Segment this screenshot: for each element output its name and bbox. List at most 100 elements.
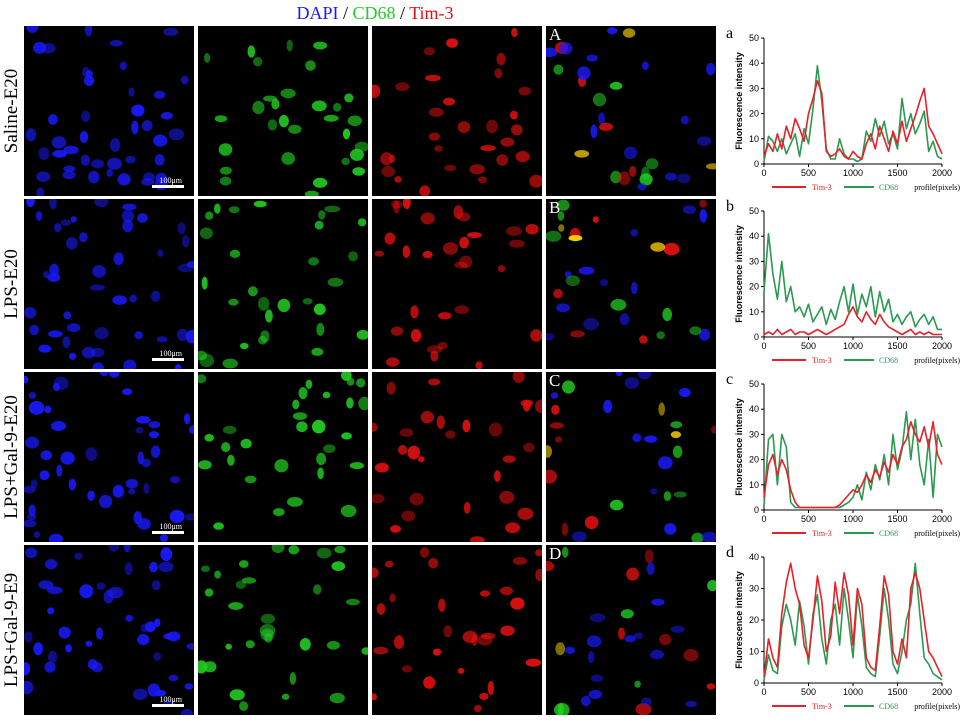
y-axis-label: Fluorescence intensity <box>734 225 744 323</box>
y-tick-label: 20 <box>749 455 759 465</box>
series-line-tim3 <box>763 306 942 336</box>
x-tick-label: 0 <box>761 168 766 178</box>
x-tick-label: 0 <box>761 687 766 697</box>
y-tick-label: 10 <box>749 134 759 144</box>
micrograph-cd68 <box>198 199 368 369</box>
row-label-text: LPS+Gal-9-E9 <box>1 572 22 688</box>
micrograph-tim3 <box>372 372 542 542</box>
y-tick-label: 40 <box>749 552 759 562</box>
legend-label-tim3: Tim-3 <box>812 529 832 538</box>
micrograph-merge: D <box>546 545 716 715</box>
scale-bar <box>152 531 184 534</box>
legend-label-cd68: CD68 <box>879 183 898 192</box>
scale-bar <box>152 185 184 188</box>
x-tick-label: 1000 <box>843 341 863 351</box>
panel-letter: B <box>549 199 561 217</box>
intensity-profile-chart: a 0 10 20 30 40 50 0 500 1000 1500 2000 Fluorescence… <box>724 24 964 196</box>
micrograph-cd68 <box>198 545 368 715</box>
subfigure-letter: d <box>726 544 734 561</box>
y-tick-label: 40 <box>749 404 759 414</box>
y-tick-label: 40 <box>749 58 759 68</box>
separator: / <box>338 3 353 23</box>
x-tick-label: 1500 <box>887 687 907 697</box>
series-line-tim3 <box>763 420 943 509</box>
row-label-text: LPS-E20 <box>1 249 22 319</box>
y-tick-label: 20 <box>749 282 759 292</box>
micrograph-dapi: 100μm <box>24 26 194 196</box>
intensity-profile-chart: b 0 10 20 30 40 50 0 500 1000 1500 2000 Fluorescence… <box>724 197 964 369</box>
tim3-label: Tim-3 <box>409 3 454 23</box>
series-line-cd68 <box>763 562 943 681</box>
y-tick-label: 50 <box>749 379 759 389</box>
panel-letter: A <box>549 26 562 44</box>
y-tick-label: 0 <box>754 678 759 688</box>
y-tick-label: 10 <box>749 307 759 317</box>
x-tick-label: 1000 <box>843 687 863 697</box>
micrograph-tim3 <box>372 545 542 715</box>
scale-bar <box>152 358 184 361</box>
micrograph-cd68 <box>198 372 368 542</box>
y-tick-label: 0 <box>754 505 759 515</box>
x-tick-label: 0 <box>761 341 766 351</box>
series-line-cd68 <box>763 410 943 509</box>
micrograph-merge: B <box>546 199 716 369</box>
y-tick-label: 10 <box>749 647 759 657</box>
scale-bar <box>152 704 184 707</box>
intensity-profile-chart: d 0 10 20 30 40 0 500 1000 1500 2000 Fluorescence i… <box>724 543 964 715</box>
y-tick-label: 10 <box>749 480 759 490</box>
x-tick-label: 500 <box>801 687 816 697</box>
scale-bar-label: 100μm <box>159 522 182 531</box>
legend-label-cd68: CD68 <box>879 702 898 711</box>
row-label: LPS+Gal-9-E20 <box>0 372 24 542</box>
x-tick-label: 2000 <box>932 168 952 178</box>
series-line-cd68 <box>763 232 942 331</box>
micrograph-merge: A <box>546 26 716 196</box>
legend-label-cd68: CD68 <box>879 529 898 538</box>
y-axis-label: Fluorescence intensity <box>734 571 744 669</box>
series-line-cd68 <box>763 64 943 163</box>
row-label-text: LPS+Gal-9-E20 <box>1 395 22 519</box>
channel-legend: DAPI / CD68 / Tim-3 <box>0 0 720 26</box>
legend-label-tim3: Tim-3 <box>812 183 832 192</box>
series-line-tim3 <box>763 562 943 678</box>
micrograph-tim3 <box>372 26 542 196</box>
x-axis-label: profile(pixels) <box>914 183 960 192</box>
x-tick-label: 2000 <box>932 341 952 351</box>
x-tick-label: 2000 <box>932 687 952 697</box>
cd68-label: CD68 <box>352 3 396 23</box>
x-tick-label: 1000 <box>843 168 863 178</box>
chart-svg: d 0 10 20 30 40 0 500 1000 1500 2000 Fluorescence i… <box>726 544 960 711</box>
y-tick-label: 40 <box>749 231 759 241</box>
row-label: LPS+Gal-9-E9 <box>0 545 24 715</box>
subfigure-letter: b <box>726 198 734 215</box>
y-tick-label: 0 <box>754 159 759 169</box>
scale-bar-label: 100μm <box>159 176 182 185</box>
y-tick-label: 30 <box>749 584 759 594</box>
micrograph-cd68 <box>198 26 368 196</box>
y-tick-label: 20 <box>749 615 759 625</box>
y-tick-label: 0 <box>754 332 759 342</box>
x-tick-label: 1000 <box>843 514 863 524</box>
y-axis-label: Fluorescence intensity <box>734 398 744 496</box>
row-label: LPS-E20 <box>0 199 24 369</box>
panel-letter: C <box>549 372 561 390</box>
scale-bar-label: 100μm <box>159 349 182 358</box>
x-axis-label: profile(pixels) <box>914 529 960 538</box>
y-tick-label: 20 <box>749 109 759 119</box>
micrograph-merge: C <box>546 372 716 542</box>
y-tick-label: 30 <box>749 83 759 93</box>
x-tick-label: 2000 <box>932 514 952 524</box>
dapi-label: DAPI <box>296 3 339 23</box>
row-label-text: Saline-E20 <box>1 68 22 154</box>
subfigure-letter: c <box>726 371 733 388</box>
intensity-profile-chart: c 0 10 20 30 40 50 0 500 1000 1500 2000 Fluorescence… <box>724 370 964 542</box>
micrograph-dapi: 100μm <box>24 372 194 542</box>
separator: / <box>395 3 410 23</box>
y-tick-label: 30 <box>749 256 759 266</box>
micrograph-dapi: 100μm <box>24 199 194 369</box>
panel-letter: D <box>549 545 562 563</box>
subfigure-letter: a <box>726 25 733 42</box>
